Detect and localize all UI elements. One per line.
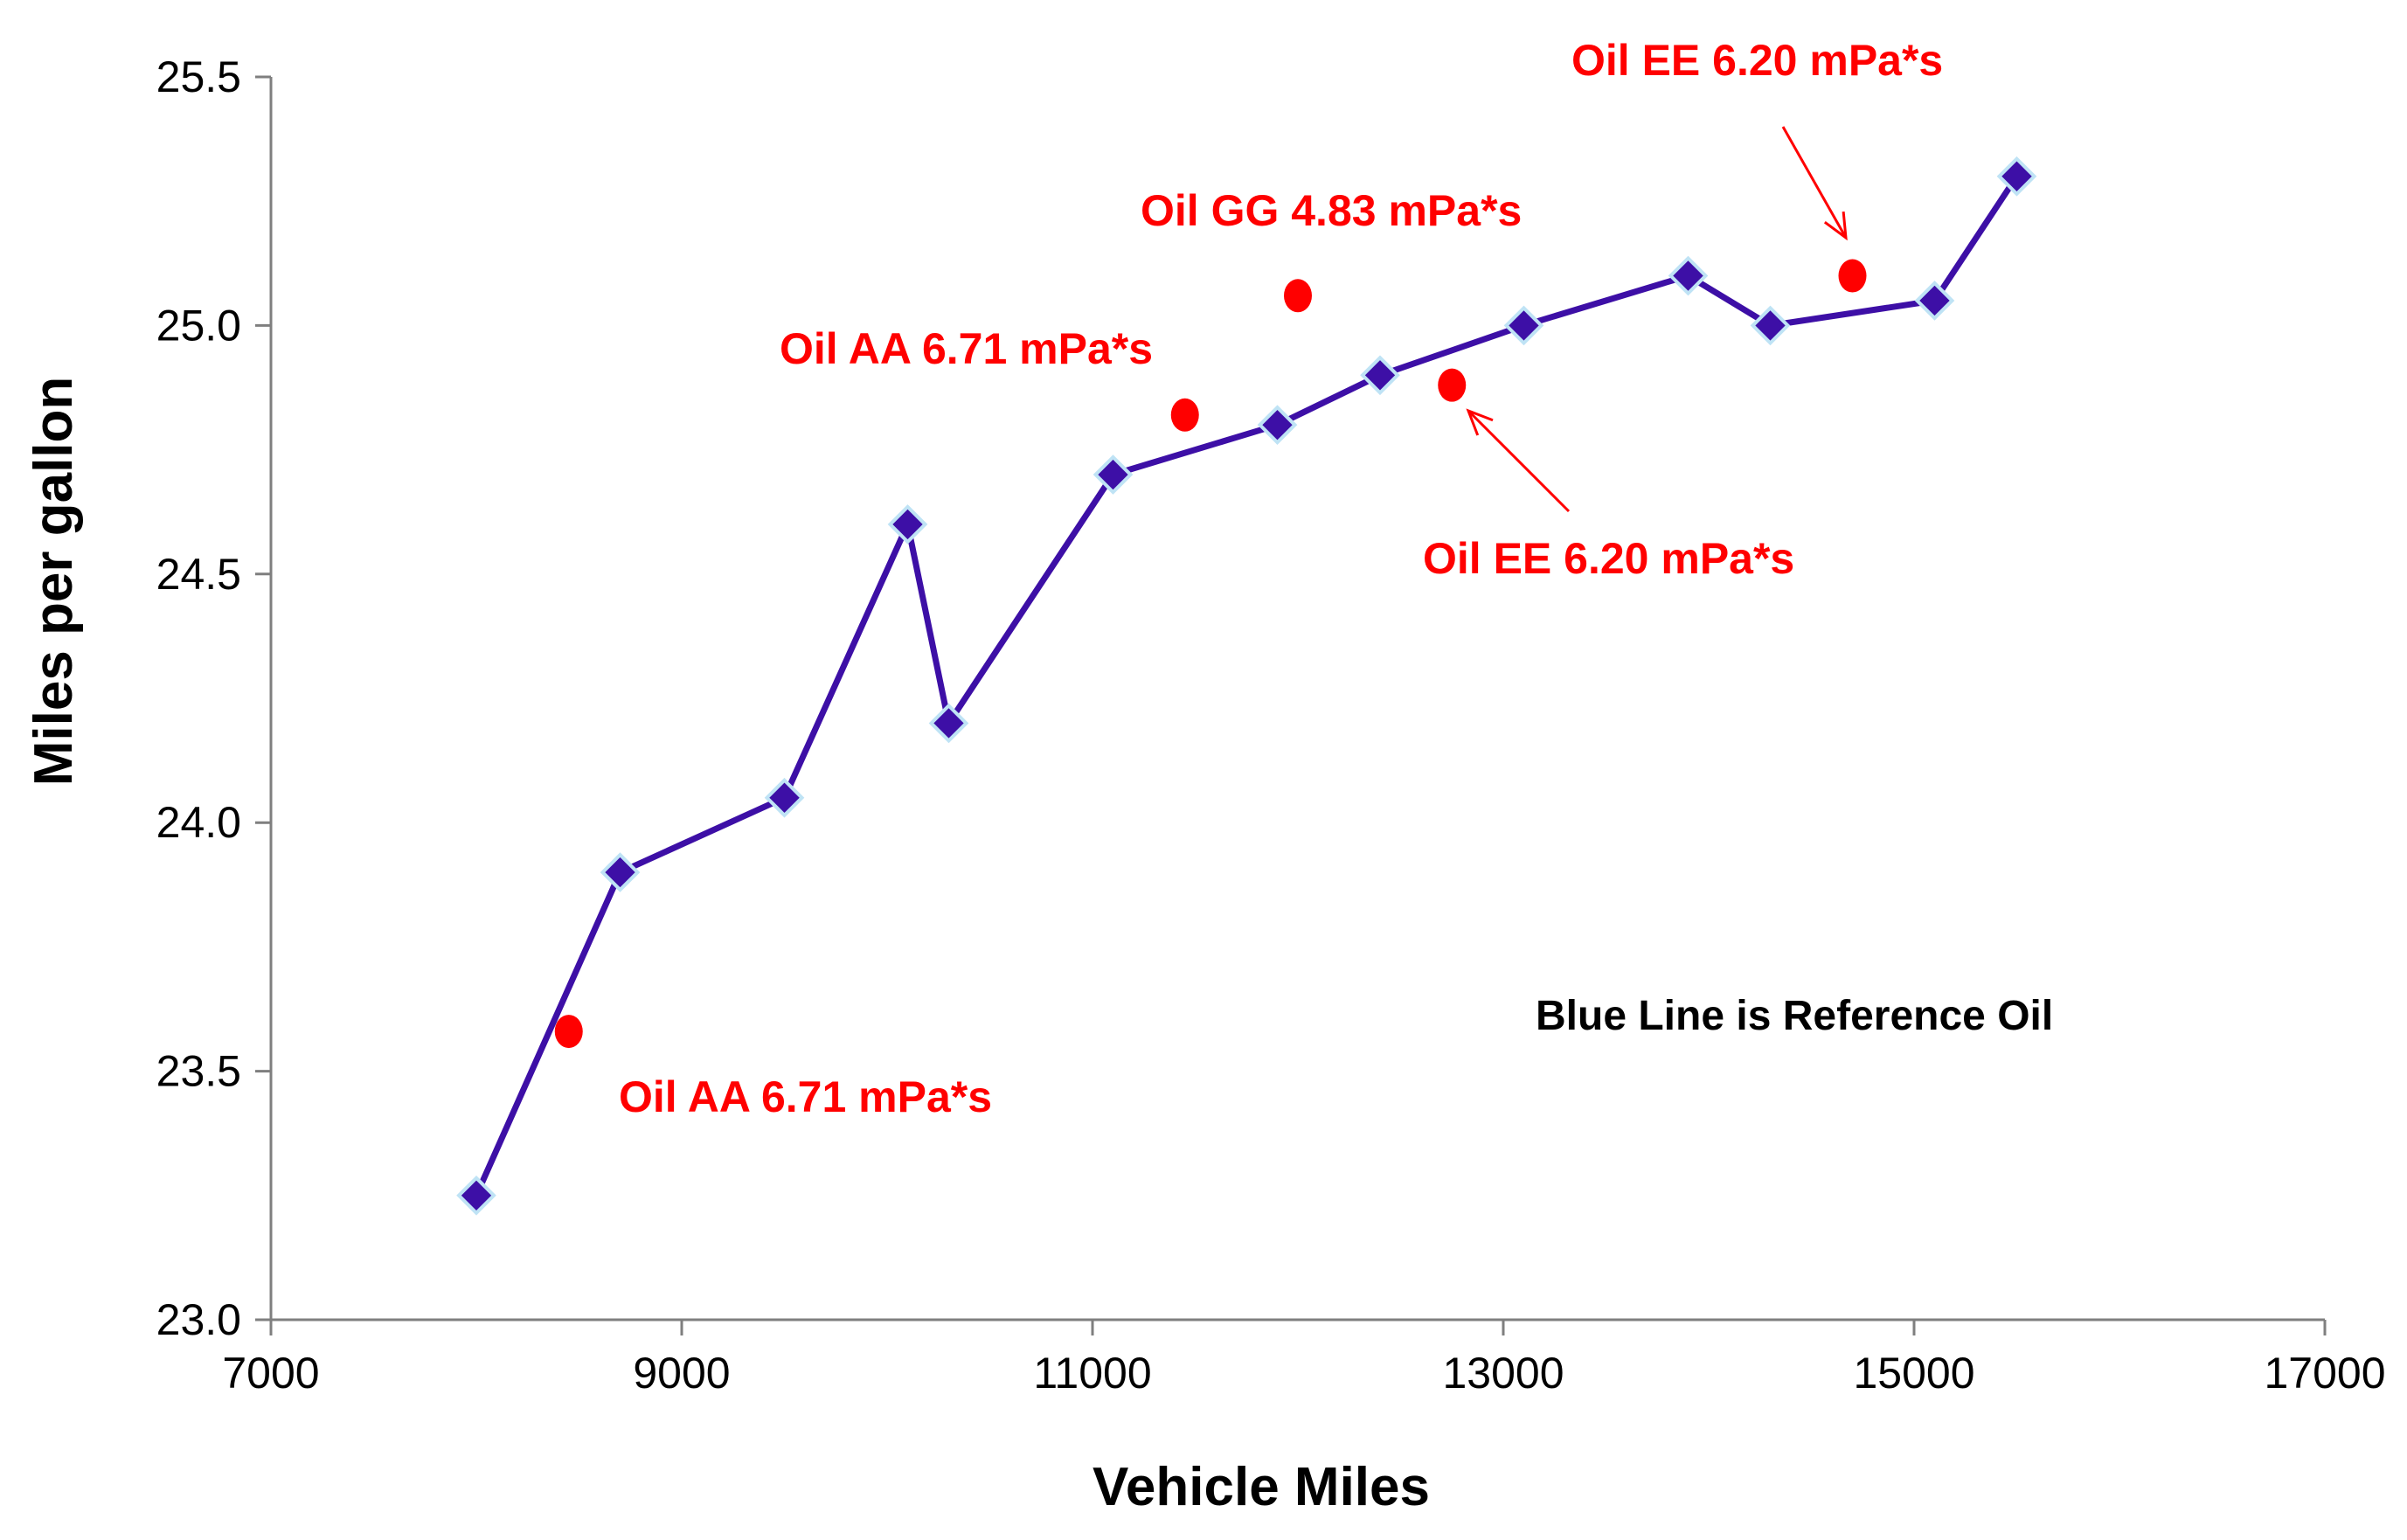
y-tick-label: 25.0 [156, 301, 241, 350]
candidate-oil-point [554, 1015, 583, 1049]
y-tick-label: 24.5 [156, 550, 241, 599]
axes [269, 77, 2325, 1321]
reference-oil-point [928, 703, 969, 744]
x-tick-label: 9000 [633, 1349, 730, 1398]
candidate-oil-point [1284, 279, 1312, 313]
reference-oil-point [456, 1175, 496, 1216]
reference-oil-point [1750, 305, 1791, 346]
annotation-arrowhead [1466, 408, 1494, 436]
y-axis-title: Miles per gallon [24, 377, 84, 787]
annotation-arrow [1781, 126, 1848, 239]
x-tick-label: 13000 [1442, 1349, 1564, 1398]
reference-oil-point [1360, 355, 1400, 396]
annotation-label: Oil AA 6.71 mPa*s [619, 1072, 992, 1121]
x-axis-title: Vehicle Miles [1093, 1457, 1430, 1517]
y-tick-label: 23.5 [156, 1047, 241, 1096]
reference-oil-point [1503, 305, 1544, 346]
y-tick-label: 25.5 [156, 52, 241, 101]
reference-oil-point [764, 777, 805, 818]
annotation-arrowhead [1823, 211, 1848, 241]
reference-oil-point [1914, 281, 1955, 321]
candidate-oil-point [1438, 368, 1467, 402]
annotation-label: Oil EE 6.20 mPa*s [1423, 534, 1794, 583]
candidate-oil-point [1170, 398, 1199, 432]
x-tick-label: 15000 [1853, 1349, 1974, 1398]
reference-oil-note: Blue Line is Reference Oil [1536, 993, 2053, 1039]
x-tick-label: 11000 [1033, 1349, 1151, 1398]
reference-oil-point [1093, 454, 1134, 495]
reference-oil-point [1996, 156, 2037, 197]
annotation-label: Oil AA 6.71 mPa*s [780, 324, 1153, 373]
annotations: Oil AA 6.71 mPa*s Oil AA 6.71 mPa*s Oil GG… [619, 36, 1943, 1121]
reference-oil-point [600, 852, 641, 892]
candidate-oil-point [1838, 259, 1867, 293]
reference-oil-point [887, 504, 928, 545]
candidate-oil-series [554, 259, 1867, 1049]
x-tick-label: 17000 [2264, 1349, 2385, 1398]
reference-oil-series [456, 156, 2037, 1216]
y-tick-label: 23.0 [156, 1295, 241, 1344]
annotation-label: Oil GG 4.83 mPa*s [1141, 186, 1522, 235]
annotation-arrow [1467, 409, 1571, 513]
ticks: 23.0 23.5 24.0 24.5 25.0 25.5 7000 9000 11000 130… [156, 52, 2386, 1398]
reference-oil-point [1257, 405, 1298, 445]
reference-oil-point [1668, 255, 1709, 296]
x-tick-label: 7000 [222, 1349, 319, 1398]
annotation-label: Oil EE 6.20 mPa*s [1571, 36, 1943, 85]
y-tick-label: 24.0 [156, 798, 241, 847]
